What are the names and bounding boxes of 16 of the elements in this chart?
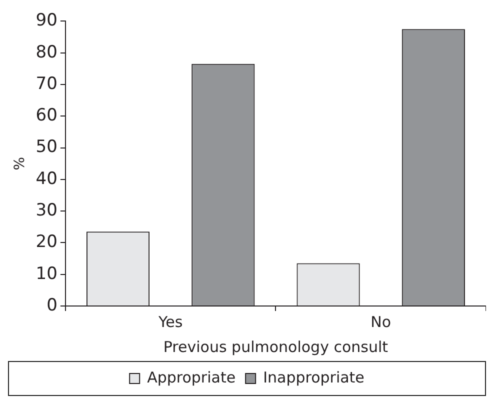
- y-tick-label: 60: [36, 106, 58, 126]
- x-tick-label: No: [370, 312, 392, 331]
- y-tick-label: 0: [46, 295, 58, 316]
- x-axis-title: Previous pulmonology consult: [163, 338, 388, 356]
- y-tick-label: 30: [36, 200, 58, 220]
- y-tick-label: 50: [36, 137, 58, 158]
- y-tick-label: 70: [36, 74, 58, 94]
- y-tick-label: 20: [36, 232, 58, 252]
- legend-label: Inappropriate: [263, 368, 364, 386]
- legend-label: Appropriate: [147, 368, 236, 386]
- y-tick-label: 10: [36, 264, 58, 284]
- y-tick-label: 40: [36, 168, 58, 189]
- y-tick-label: 90: [36, 10, 58, 31]
- y-tick-label: 80: [36, 42, 58, 62]
- x-tick-label: Yes: [157, 312, 183, 331]
- y-axis-title: %: [12, 156, 28, 170]
